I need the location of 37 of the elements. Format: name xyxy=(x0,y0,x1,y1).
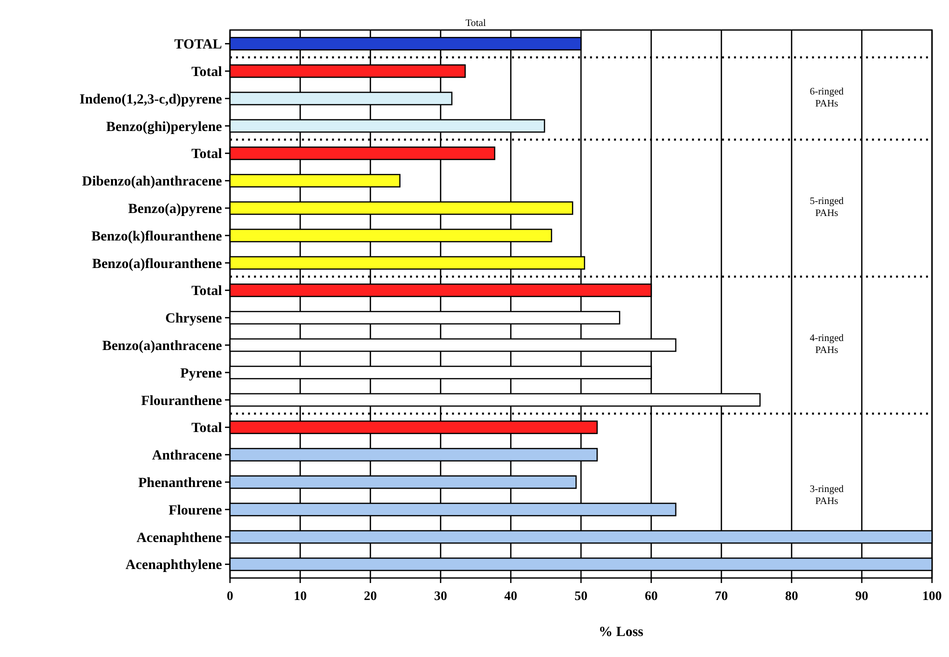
x-tick-label: 50 xyxy=(574,588,588,603)
text: Total xyxy=(465,18,486,29)
x-tick-label: 60 xyxy=(644,588,658,603)
x-tick-label: 10 xyxy=(294,588,307,603)
x-tick-label: 20 xyxy=(364,588,377,603)
y-tick-label: Phenanthrene xyxy=(138,476,222,491)
y-tick-label: Benzo(ghi)perylene xyxy=(106,120,222,135)
y-tick-label: Total xyxy=(191,284,222,300)
annotation: 6-ringed PAHs xyxy=(810,86,844,110)
y-tick-label: Benzo(a)anthracene xyxy=(102,339,222,354)
y-tick-label: Acenaphthylene xyxy=(126,558,222,574)
x-tick-label: 0 xyxy=(226,588,234,603)
y-tick-label: Pyrene xyxy=(180,366,222,382)
annotation: 4-ringed PAHs xyxy=(810,333,844,356)
x-tick-label: 80 xyxy=(785,588,798,603)
x-tick-label: 70 xyxy=(714,588,728,603)
y-tick-label: Flouranthene xyxy=(141,394,222,409)
y-tick-label: Benzo(k)flouranthene xyxy=(91,229,222,244)
y-tick-label: TOTAL xyxy=(174,38,222,53)
y-tick-label: Flourene xyxy=(168,503,222,518)
y-tick-label: Chrysene xyxy=(165,312,222,327)
annotation: 5-ringed PAHs xyxy=(810,196,844,220)
x-tick-label: 30 xyxy=(434,588,448,603)
y-tick-label: Dibenzo(ah)anthracene xyxy=(82,174,222,190)
y-tick-label: Anthracene xyxy=(152,448,222,464)
y-tick-label: Benzo(a)flouranthene xyxy=(92,256,222,272)
y-tick-label: Total xyxy=(191,147,222,162)
y-tick-label: Indeno(1,2,3-c,d)pyrene xyxy=(80,92,222,108)
y-tick-label: Total xyxy=(191,65,222,80)
x-axis-title: % Loss xyxy=(598,625,644,640)
y-tick-label: Total xyxy=(191,421,222,436)
annotation: 3-ringed PAHs xyxy=(810,484,844,507)
y-tick-label: Acenaphthene xyxy=(136,530,222,546)
x-tick-label: 90 xyxy=(855,588,868,603)
x-tick-label: 100 xyxy=(922,588,942,603)
x-tick-label: 40 xyxy=(504,588,518,603)
y-tick-label: Benzo(a)pyrene xyxy=(128,202,222,217)
